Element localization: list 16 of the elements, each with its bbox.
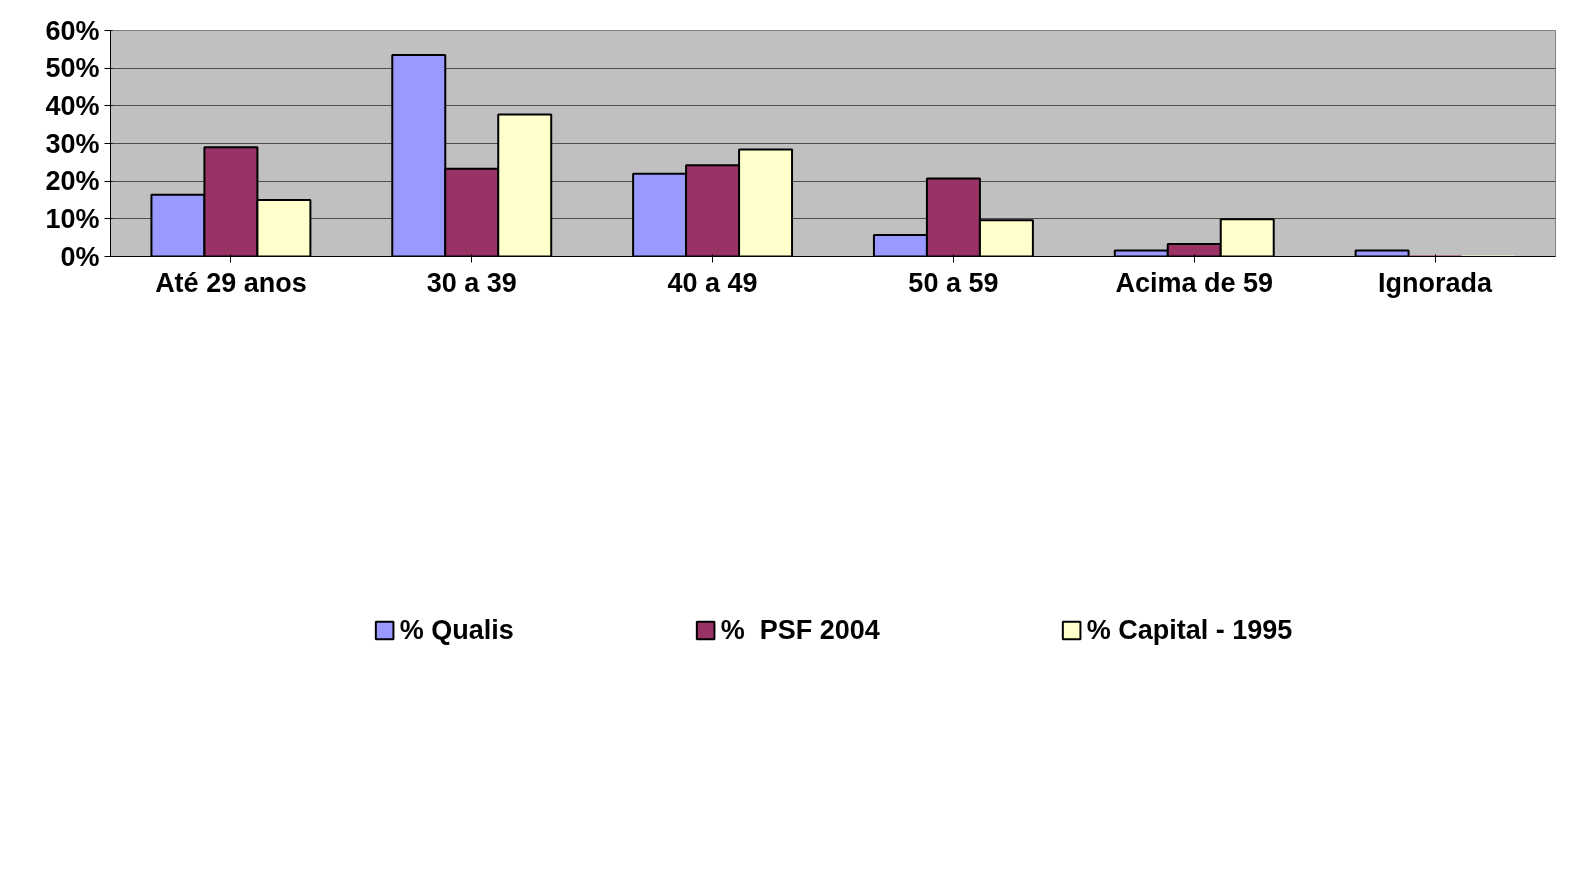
legend-label: % PSF 2004 [720, 614, 880, 646]
x-tick-label: 40 a 49 [667, 267, 758, 298]
y-tick-label: 0% [60, 241, 100, 272]
x-tick-label: Ignorada [1378, 267, 1494, 298]
legend-label: % Capital - 1995 [1086, 614, 1293, 646]
y-tick-label: 60% [45, 15, 100, 46]
x-tick-label: 50 a 59 [908, 267, 999, 298]
x-tick-label: Até 29 anos [155, 267, 307, 298]
y-tick-label: 10% [45, 203, 100, 234]
y-tick-label: 50% [45, 53, 100, 84]
x-tick-label: Acima de 59 [1115, 267, 1274, 298]
x-tick-label: 30 a 39 [426, 267, 517, 298]
legend-label: % Qualis [399, 614, 514, 646]
y-tick-label: 20% [45, 166, 100, 197]
y-tick-label: 30% [45, 128, 100, 159]
y-tick-label: 40% [45, 90, 100, 121]
